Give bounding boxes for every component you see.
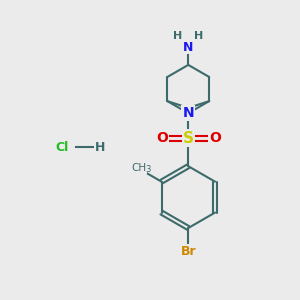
Text: N: N	[183, 41, 194, 54]
Text: H: H	[194, 31, 203, 41]
Text: H: H	[173, 31, 183, 41]
Text: O: O	[156, 131, 168, 145]
Text: 3: 3	[145, 165, 150, 174]
Text: Cl: Cl	[55, 141, 68, 154]
Text: S: S	[183, 131, 194, 146]
Text: Br: Br	[181, 245, 196, 258]
Text: O: O	[209, 131, 221, 145]
Text: H: H	[95, 141, 105, 154]
Text: N: N	[182, 106, 194, 120]
Text: CH: CH	[132, 163, 147, 173]
